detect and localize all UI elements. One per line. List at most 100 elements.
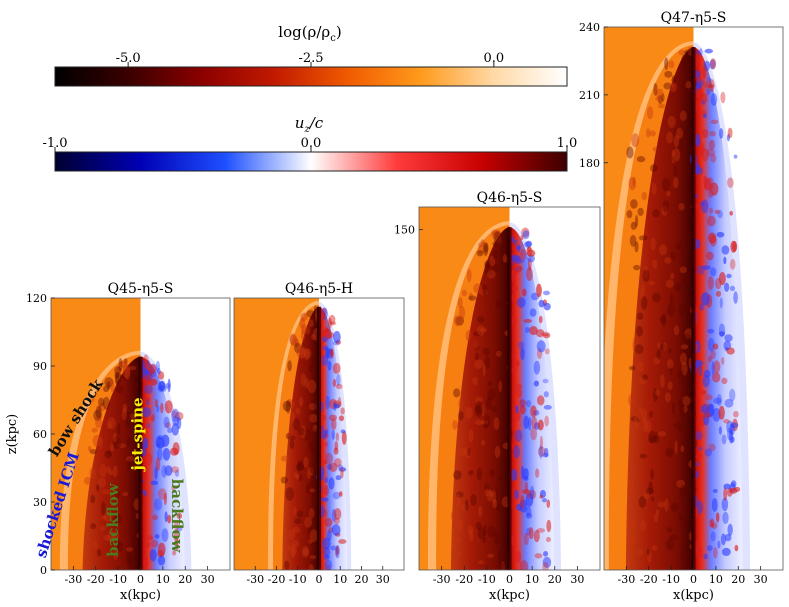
turbulence (113, 514, 123, 525)
turbulence (645, 420, 652, 434)
turbulence (470, 493, 477, 506)
turbulence (341, 430, 347, 445)
turbulence (484, 488, 489, 497)
turbulence (683, 519, 688, 528)
turbulence (679, 266, 688, 274)
turbulence (304, 326, 311, 335)
turbulence (537, 419, 544, 431)
turbulence (727, 127, 733, 139)
x-tick-label: 20 (355, 573, 369, 586)
turbulence (668, 60, 675, 69)
turbulence (671, 75, 677, 84)
turbulence (163, 492, 167, 506)
turbulence (669, 364, 673, 376)
turbulence (282, 400, 292, 412)
turbulence (648, 435, 657, 444)
turbulence (90, 396, 95, 403)
turbulence (630, 221, 637, 230)
turbulence (298, 396, 304, 408)
turbulence (642, 269, 650, 282)
turbulence (696, 84, 702, 90)
turbulence (150, 480, 159, 486)
turbulence (495, 299, 503, 306)
turbulence (652, 292, 661, 303)
x-tick-label: -20 (268, 573, 286, 586)
turbulence (700, 199, 709, 214)
turbulence (655, 388, 660, 396)
turbulence (480, 239, 486, 245)
turbulence (721, 434, 727, 445)
turbulence (306, 466, 312, 480)
turbulence (679, 352, 688, 366)
turbulence (155, 457, 161, 472)
turbulence (164, 465, 173, 477)
turbulence (710, 93, 718, 106)
turbulence (467, 524, 474, 535)
turbulence (661, 205, 668, 216)
turbulence (544, 348, 550, 355)
turbulence (514, 359, 520, 366)
turbulence (335, 547, 339, 558)
turbulence (99, 436, 103, 450)
turbulence (533, 360, 541, 375)
turbulence (682, 395, 691, 406)
turbulence (491, 264, 499, 274)
turbulence (309, 529, 318, 543)
x-tick-label: -10 (478, 573, 496, 586)
turbulence (657, 94, 663, 105)
turbulence (336, 373, 341, 386)
turbulence (662, 342, 668, 352)
turbulence (457, 296, 463, 309)
turbulence (171, 408, 180, 423)
turbulence (307, 539, 313, 544)
turbulence (90, 523, 97, 530)
turbulence (716, 231, 725, 238)
turbulence (485, 396, 492, 410)
turbulence (289, 333, 296, 346)
colorbar-tick-label: 0.0 (301, 136, 322, 151)
turbulence (152, 514, 159, 521)
turbulence (718, 272, 726, 286)
turbulence (305, 483, 312, 494)
turbulence (486, 489, 494, 502)
turbulence (333, 330, 341, 344)
turbulence (157, 371, 165, 380)
turbulence (478, 560, 485, 565)
turbulence (309, 480, 316, 487)
turbulence (124, 367, 131, 380)
turbulence (156, 437, 165, 449)
turbulence (664, 70, 673, 78)
turbulence (122, 403, 128, 413)
turbulence (332, 362, 341, 374)
turbulence (495, 304, 502, 309)
turbulence (733, 291, 738, 304)
turbulence (530, 405, 537, 418)
turbulence (484, 414, 491, 429)
turbulence (669, 81, 677, 93)
turbulence (670, 502, 679, 512)
turbulence (115, 384, 124, 394)
turbulence (678, 203, 685, 211)
turbulence (338, 539, 347, 544)
turbulence (114, 366, 122, 375)
turbulence (675, 242, 682, 250)
x-axis-label: x(kpc) (489, 588, 530, 603)
turbulence (286, 398, 293, 407)
turbulence (458, 398, 463, 408)
turbulence (332, 378, 337, 387)
turbulence (707, 276, 714, 290)
turbulence (92, 541, 99, 549)
turbulence (474, 342, 480, 351)
turbulence (299, 317, 306, 330)
turbulence (323, 546, 331, 558)
turbulence (160, 402, 164, 414)
turbulence (481, 403, 485, 417)
turbulence (320, 497, 329, 502)
turbulence (659, 343, 668, 351)
turbulence (476, 316, 485, 323)
turbulence (684, 65, 690, 79)
turbulence (517, 247, 521, 253)
turbulence (709, 182, 719, 196)
turbulence (683, 272, 691, 285)
turbulence (637, 312, 644, 320)
